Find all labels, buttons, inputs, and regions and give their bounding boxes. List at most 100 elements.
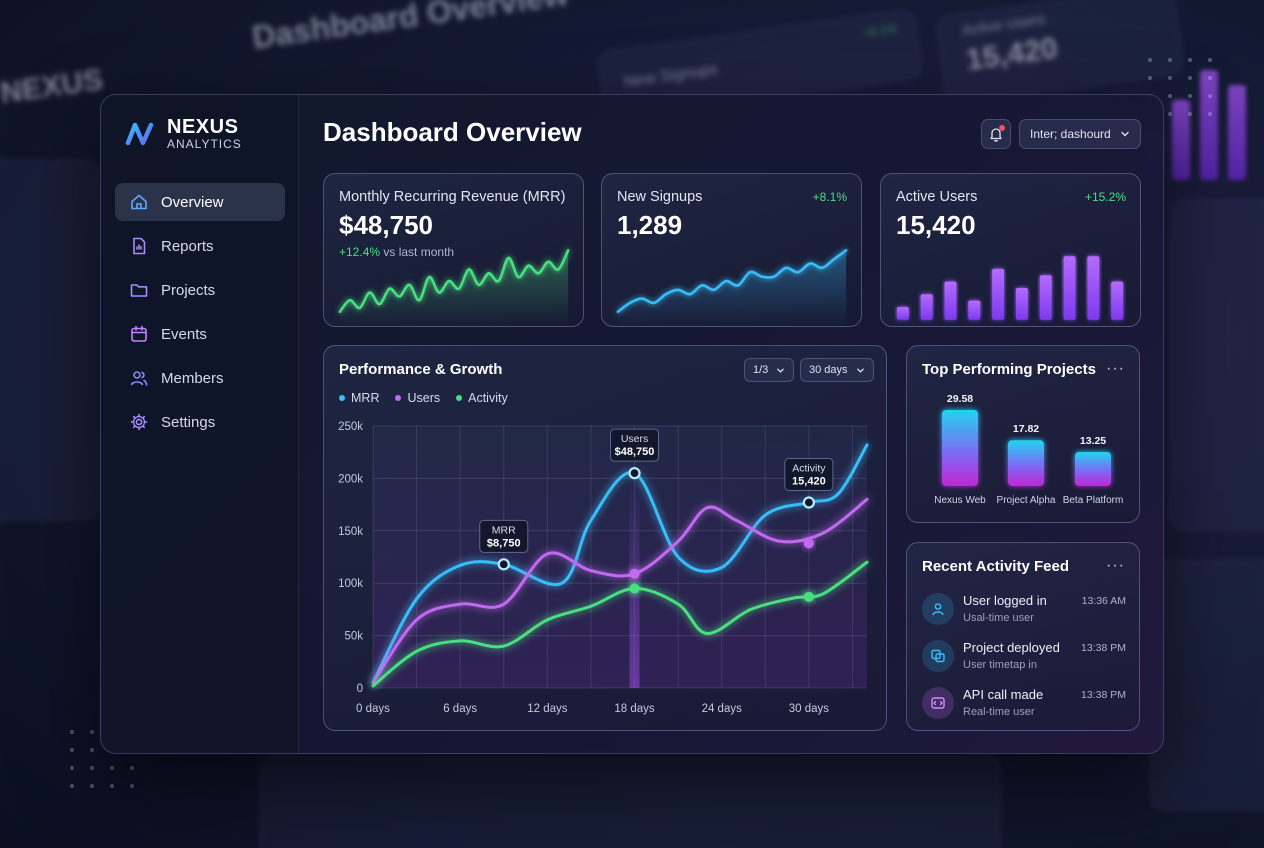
api-icon — [922, 687, 954, 719]
active-users-bar — [1015, 287, 1028, 320]
y-tick-label: 0 — [357, 683, 363, 695]
more-options-button[interactable]: ··· — [1106, 360, 1125, 377]
backdrop-card — [0, 160, 100, 520]
sidebar-item-reports[interactable]: Reports — [115, 227, 285, 265]
annotation-value: $8,750 — [487, 537, 521, 549]
legend-item-users[interactable]: Users — [395, 391, 440, 405]
annotation-label: Activity — [792, 463, 826, 475]
range-select[interactable]: 1/3 — [744, 358, 795, 382]
active-users-bar — [1087, 256, 1100, 320]
mrr-sparkline-line — [338, 248, 570, 314]
dashboard-window: NEXUS ANALYTICS Overview Reports Project… — [100, 94, 1164, 754]
main-content: Dashboard Overview Inter; dashourd Month… — [299, 95, 1163, 753]
backdrop-brand: NEXUS — [0, 62, 106, 111]
notifications-button[interactable] — [981, 119, 1011, 149]
annotation-point — [802, 496, 815, 509]
y-tick-label: 100k — [338, 578, 363, 590]
sidebar-item-settings[interactable]: Settings — [115, 403, 285, 441]
kpi-card-signups[interactable]: New Signups 1,289 +8.1% — [601, 173, 862, 327]
sidebar-item-label: Overview — [161, 193, 224, 211]
project-bar — [1008, 440, 1044, 486]
kpi-card-mrr[interactable]: Monthly Recurring Revenue (MRR) $48,750 … — [323, 173, 584, 327]
annotation-point — [497, 558, 510, 571]
sidebar-item-overview[interactable]: Overview — [115, 183, 285, 221]
kpi-value: 15,420 — [896, 210, 976, 240]
backdrop-card — [1150, 560, 1264, 810]
chevron-down-icon — [1121, 131, 1129, 137]
performance-chart-card: 0 50k 100k 150k 200k 250k 0 days 6 days 12 days 1… — [323, 345, 887, 731]
project-value-label: 17.82 — [1013, 423, 1039, 435]
activity-time: 13:36 AM — [1081, 595, 1126, 607]
project-name-label: Nexus Web — [934, 495, 986, 506]
sidebar-item-members[interactable]: Members — [115, 359, 285, 397]
activity-item[interactable]: Project deployed User timetap in 13:38 P… — [922, 638, 1126, 682]
top-projects-barchart: 29.58 Nexus Web 17.82 Project Alpha 13.25 Bet… — [934, 393, 1124, 506]
kpi-value: 1,289 — [617, 210, 683, 240]
annotation-tooltip — [610, 428, 660, 462]
project-bar — [942, 410, 978, 486]
y-tick-label: 250k — [338, 421, 363, 433]
period-select[interactable]: 30 days — [800, 358, 874, 382]
activity-item[interactable]: User logged in Usal-time user 13:36 AM — [922, 591, 1126, 635]
project-name-label: Project Alpha — [997, 495, 1056, 506]
sidebar-item-events[interactable]: Events — [115, 315, 285, 353]
y-tick-label: 50k — [344, 631, 363, 643]
activity-subtitle: Real-time user — [963, 706, 1035, 718]
legend-item-mrr[interactable]: MRR — [339, 391, 379, 405]
annotation-value: $48,750 — [615, 446, 655, 458]
active-users-bar — [1039, 275, 1052, 320]
kpi-card-active-users[interactable]: Active Users 15,420 +15.2% — [880, 173, 1141, 327]
annotation-label: Users — [621, 433, 648, 445]
chart-title: Performance & Growth — [339, 361, 503, 378]
activity-title: API call made — [963, 687, 1044, 702]
signups-sparkline-line — [616, 248, 848, 314]
mrr-sparkline-area — [339, 250, 569, 326]
kpi-delta: +15.2% — [1084, 190, 1126, 204]
brand-logo[interactable]: NEXUS ANALYTICS — [125, 117, 242, 151]
project-value-label: 13.25 — [1080, 435, 1106, 447]
annotation-value: 15,420 — [792, 476, 826, 488]
sidebar: NEXUS ANALYTICS Overview Reports Project… — [101, 95, 299, 753]
range-select-value: 1/3 — [753, 364, 769, 376]
highlight-band — [629, 473, 640, 688]
activity-title: Project deployed — [963, 640, 1060, 655]
report-icon — [133, 237, 146, 255]
dashboard-select[interactable]: Inter; dashourd — [1019, 119, 1141, 149]
activity-subtitle: User timetap in — [963, 659, 1037, 671]
data-point-marker — [803, 538, 814, 549]
x-tick-label: 18 days — [614, 703, 655, 715]
deploy-icon — [922, 640, 954, 672]
kpi-title: Monthly Recurring Revenue (MRR) — [339, 189, 566, 205]
data-point-marker — [803, 591, 814, 602]
plot-area — [373, 426, 867, 688]
signups-sparkline-area — [617, 250, 847, 326]
notification-dot — [999, 125, 1005, 131]
kpi-title: Active Users — [896, 189, 978, 205]
activity-time: 13:38 PM — [1081, 642, 1126, 654]
active-users-bar — [1111, 281, 1124, 320]
top-projects-card: 29.58 Nexus Web 17.82 Project Alpha 13.25 Bet… — [906, 345, 1140, 523]
sidebar-item-label: Settings — [161, 413, 216, 431]
y-tick-label: 200k — [338, 473, 363, 485]
card-title: Recent Activity Feed — [922, 558, 1069, 575]
activity-title: User logged in — [963, 593, 1047, 608]
x-tick-label: 24 days — [702, 703, 743, 715]
brand-subtitle: ANALYTICS — [167, 137, 242, 151]
folder-icon — [130, 284, 148, 297]
active-users-bar — [992, 268, 1005, 320]
home-icon — [131, 194, 147, 210]
x-tick-label: 6 days — [443, 703, 477, 715]
activity-item[interactable]: API call made Real-time user 13:38 PM — [922, 685, 1126, 729]
gear-icon — [130, 413, 148, 431]
more-options-button[interactable]: ··· — [1106, 557, 1125, 574]
legend-item-activity[interactable]: Activity — [456, 391, 508, 405]
annotation-tooltip — [784, 458, 834, 492]
bell-icon — [990, 128, 1002, 142]
project-name-label: Beta Platform — [1063, 495, 1124, 506]
brand-name: NEXUS — [167, 116, 239, 138]
active-users-barchart — [896, 256, 1124, 320]
kpi-title: New Signups — [617, 189, 703, 205]
sidebar-item-projects[interactable]: Projects — [115, 271, 285, 309]
kpi-value: $48,750 — [339, 210, 433, 240]
sidebar-item-label: Events — [161, 325, 207, 343]
